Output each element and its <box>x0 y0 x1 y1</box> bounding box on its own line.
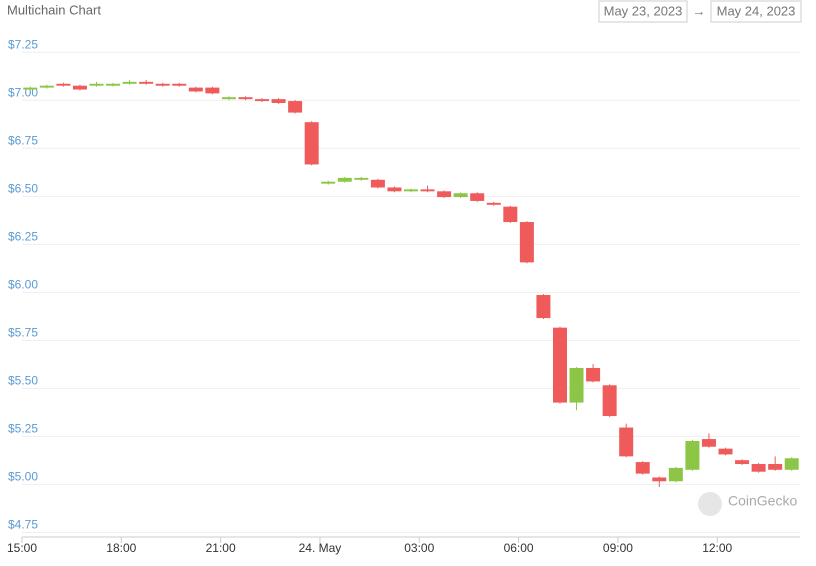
candle-body <box>437 191 452 198</box>
candle-body <box>387 187 402 192</box>
candle-body <box>304 122 319 165</box>
candle-body <box>586 368 601 382</box>
arrow: → <box>693 3 706 18</box>
candle-body <box>288 101 303 113</box>
candle-body <box>701 439 716 447</box>
x-tick-label: 24. May <box>299 541 342 555</box>
candle-body <box>72 85 87 90</box>
candle-body <box>718 448 733 455</box>
candle-body <box>552 327 567 403</box>
candle-body <box>536 295 551 319</box>
candle-body <box>453 193 468 198</box>
candle-body <box>122 81 137 84</box>
candle-body <box>238 97 253 100</box>
candle-body <box>155 83 170 86</box>
x-tick-label: 06:00 <box>504 541 534 555</box>
candle-body <box>404 189 418 192</box>
candle-body <box>370 179 385 188</box>
candle-body <box>519 222 534 263</box>
candle-body <box>470 193 485 201</box>
y-tick-label: $6.00 <box>8 278 38 292</box>
y-tick-label: $6.75 <box>8 133 38 147</box>
candle-body <box>685 440 700 470</box>
candle-body <box>139 81 154 84</box>
candle-body <box>188 87 203 92</box>
candle-body <box>321 181 336 184</box>
candle-body <box>569 368 584 403</box>
x-tick-label: 21:00 <box>206 541 236 555</box>
x-tick-label: 12:00 <box>702 541 732 555</box>
candle-body <box>205 87 220 94</box>
watermark: CoinGecko <box>698 492 797 516</box>
y-tick-label: $7.00 <box>8 85 38 99</box>
y-tick-label: $4.75 <box>8 518 38 532</box>
candle-body <box>735 460 750 465</box>
candle-body <box>39 85 54 88</box>
candle-body <box>172 83 187 86</box>
candle-body <box>768 464 783 470</box>
candle-body <box>602 385 617 417</box>
candle-body <box>271 99 286 103</box>
y-tick-label: $6.25 <box>8 230 38 244</box>
candle-body <box>23 87 38 90</box>
candle-body <box>89 83 104 86</box>
x-tick-label: 09:00 <box>603 541 633 555</box>
y-tick-label: $5.25 <box>8 422 38 436</box>
candle-body <box>354 177 369 180</box>
date-to[interactable]: May 24, 2023 <box>717 3 796 18</box>
watermark-logo <box>698 492 722 516</box>
candle-body <box>635 462 650 474</box>
chart-title: Multichain Chart <box>7 2 101 17</box>
candle-body <box>619 427 634 457</box>
candle-body <box>751 464 766 472</box>
x-tick-label: 15:00 <box>7 541 37 555</box>
date-from[interactable]: May 23, 2023 <box>604 3 683 18</box>
candle-body <box>420 189 435 192</box>
candle-body <box>503 206 518 223</box>
candle-body <box>56 83 71 86</box>
y-tick-label: $5.75 <box>8 326 38 340</box>
candle-body <box>106 83 121 86</box>
candle-body <box>784 458 799 470</box>
y-tick-label: $7.25 <box>8 37 38 51</box>
candle-body <box>668 467 683 482</box>
watermark-text: CoinGecko <box>728 493 797 509</box>
candle-body <box>221 97 236 100</box>
candle-body <box>652 477 667 482</box>
date-to-box[interactable] <box>710 0 802 23</box>
y-tick-label: $5.00 <box>8 470 38 484</box>
date-from-box[interactable] <box>598 0 688 23</box>
x-tick-label: 18:00 <box>106 541 136 555</box>
candle-body <box>255 99 270 102</box>
y-tick-label: $5.50 <box>8 374 38 388</box>
x-tick-label: 03:00 <box>404 541 434 555</box>
y-tick-label: $6.50 <box>8 181 38 195</box>
candle-body <box>486 202 501 205</box>
candle-body <box>337 177 352 182</box>
